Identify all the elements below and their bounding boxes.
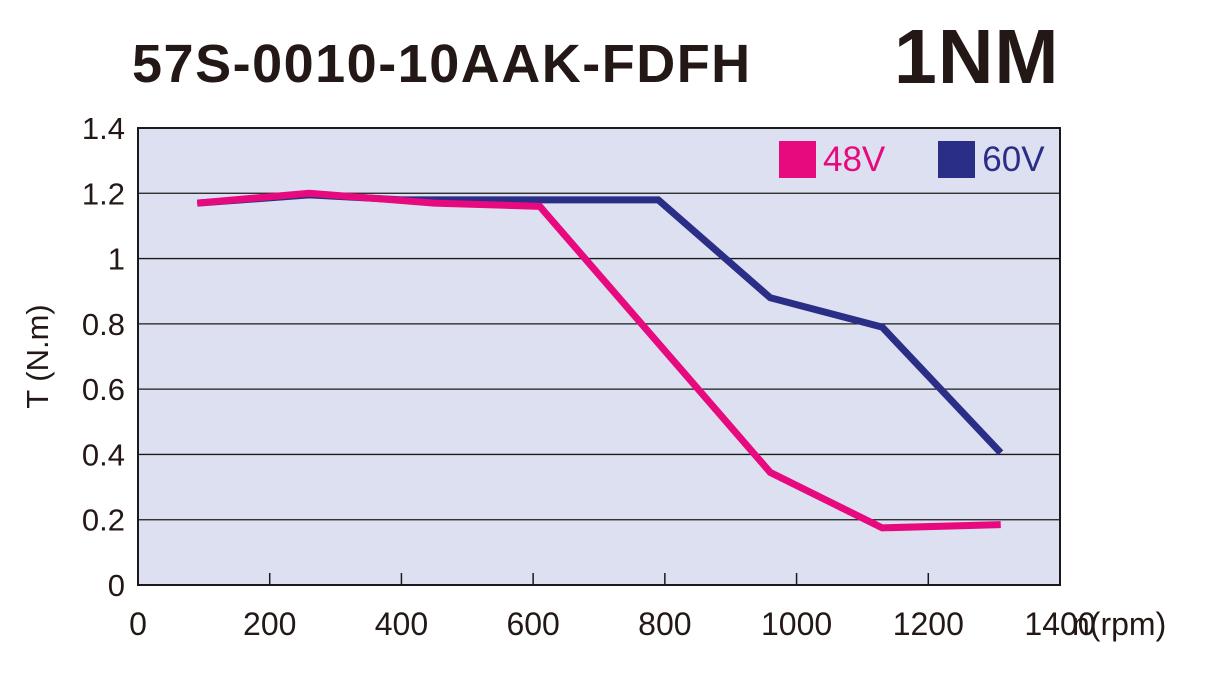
legend-item-60v: 60V (938, 139, 1045, 179)
x-tick-label: 1400 (1024, 606, 1095, 642)
x-tick-label: 400 (375, 606, 428, 642)
series-line-48v (196, 189, 1001, 532)
x-tick-label: 1200 (893, 606, 964, 642)
x-tick-label: 800 (638, 606, 691, 642)
plot-border (137, 127, 1061, 586)
y-tick-label: 0.8 (82, 307, 125, 342)
x-tick-label: 0 (129, 606, 147, 642)
legend-item-48v: 48V (779, 140, 885, 178)
x-axis-title: n(rpm) (1072, 606, 1166, 642)
y-tick-label: 0 (108, 568, 125, 603)
y-tick-label: 1 (108, 242, 125, 277)
legend-swatch-60v (938, 140, 976, 178)
y-axis-title: T (N.m) (20, 304, 55, 408)
x-tick-label: 600 (506, 606, 559, 642)
legend-label-60v: 60V (982, 139, 1045, 179)
legend-swatch-48v (779, 140, 816, 178)
y-tick-label: 0.6 (82, 372, 125, 407)
legend: 48V 60V (779, 140, 1045, 178)
legend-label-48v: 48V (823, 139, 886, 179)
torque-rating-label: 1NM (894, 14, 1060, 100)
y-tick-label: 1.2 (82, 176, 125, 211)
y-tick-label: 1.4 (82, 111, 125, 146)
chart-title: 57S-0010-10AAK-FDFH (132, 34, 752, 94)
x-tick-label: 200 (243, 606, 296, 642)
x-tick-label: 1000 (761, 606, 832, 642)
y-tick-label: 0.4 (82, 437, 125, 472)
y-tick-label: 0.2 (82, 503, 125, 538)
